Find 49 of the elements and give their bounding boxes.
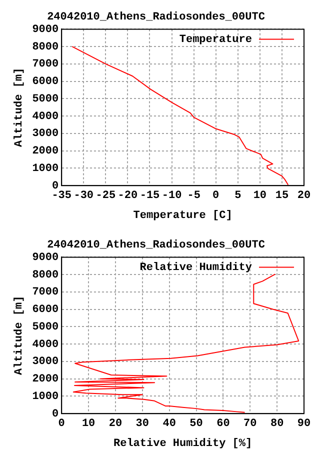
x-tick-label: -15 xyxy=(140,190,160,202)
y-tick-label: 6000 xyxy=(32,304,59,316)
x-tick-label: 30 xyxy=(136,418,150,430)
x-tick-label: 0 xyxy=(212,190,220,202)
y-tick-label: 0 xyxy=(52,180,59,192)
x-axis-title: Relative Humidity [%] xyxy=(113,438,252,450)
x-tick-label: 20 xyxy=(297,190,311,202)
x-tick-label: 60 xyxy=(216,418,230,430)
y-tick-label: 4000 xyxy=(32,338,59,351)
y-tick-label: 2000 xyxy=(32,374,59,386)
y-tick-label: 5000 xyxy=(32,93,59,106)
x-tick-label: -5 xyxy=(187,190,201,202)
chart-title: 24042010_Athens_Radiosondes_00UTC xyxy=(47,239,266,252)
y-tick-label: 3000 xyxy=(32,128,59,140)
x-tick-label: -30 xyxy=(74,190,94,202)
x-tick-label: 90 xyxy=(297,418,311,430)
y-tick-label: 4000 xyxy=(32,110,59,123)
x-tick-label: 80 xyxy=(270,418,284,430)
x-tick-label: 10 xyxy=(82,418,96,430)
x-tick-label: 5 xyxy=(234,190,242,202)
x-tick-label: 40 xyxy=(162,418,176,430)
y-tick-label: 9000 xyxy=(32,252,59,264)
y-axis-title: Altitude [m] xyxy=(13,68,26,148)
x-tick-label: 10 xyxy=(253,190,267,202)
legend-label: Temperature xyxy=(179,34,252,46)
y-tick-label: 8000 xyxy=(32,41,59,54)
x-tick-label: 20 xyxy=(108,418,122,430)
y-axis-title: Altitude [m] xyxy=(13,296,26,376)
y-tick-label: 0 xyxy=(52,408,59,420)
y-tick-label: 2000 xyxy=(32,146,59,158)
chart-title: 24042010_Athens_Radiosondes_00UTC xyxy=(47,11,266,24)
y-tick-label: 6000 xyxy=(32,76,59,88)
x-tick-label: -25 xyxy=(96,190,116,202)
legend-label: Relative Humidity xyxy=(140,262,252,274)
y-tick-label: 7000 xyxy=(32,58,59,71)
x-tick-label: 50 xyxy=(190,418,203,430)
x-tick-label: -20 xyxy=(118,190,138,202)
y-tick-label: 9000 xyxy=(32,24,59,36)
y-tick-label: 1000 xyxy=(32,390,59,403)
x-tick-label: 70 xyxy=(244,418,257,430)
x-tick-label: -10 xyxy=(162,190,182,202)
y-tick-label: 8000 xyxy=(32,269,59,282)
x-tick-label: -35 xyxy=(52,190,72,202)
y-tick-label: 7000 xyxy=(32,286,59,299)
x-axis-title: Temperature [C] xyxy=(133,210,232,222)
y-tick-label: 1000 xyxy=(32,162,59,175)
y-tick-label: 5000 xyxy=(32,321,59,334)
x-tick-label: 15 xyxy=(275,190,289,202)
y-tick-label: 3000 xyxy=(32,356,59,368)
